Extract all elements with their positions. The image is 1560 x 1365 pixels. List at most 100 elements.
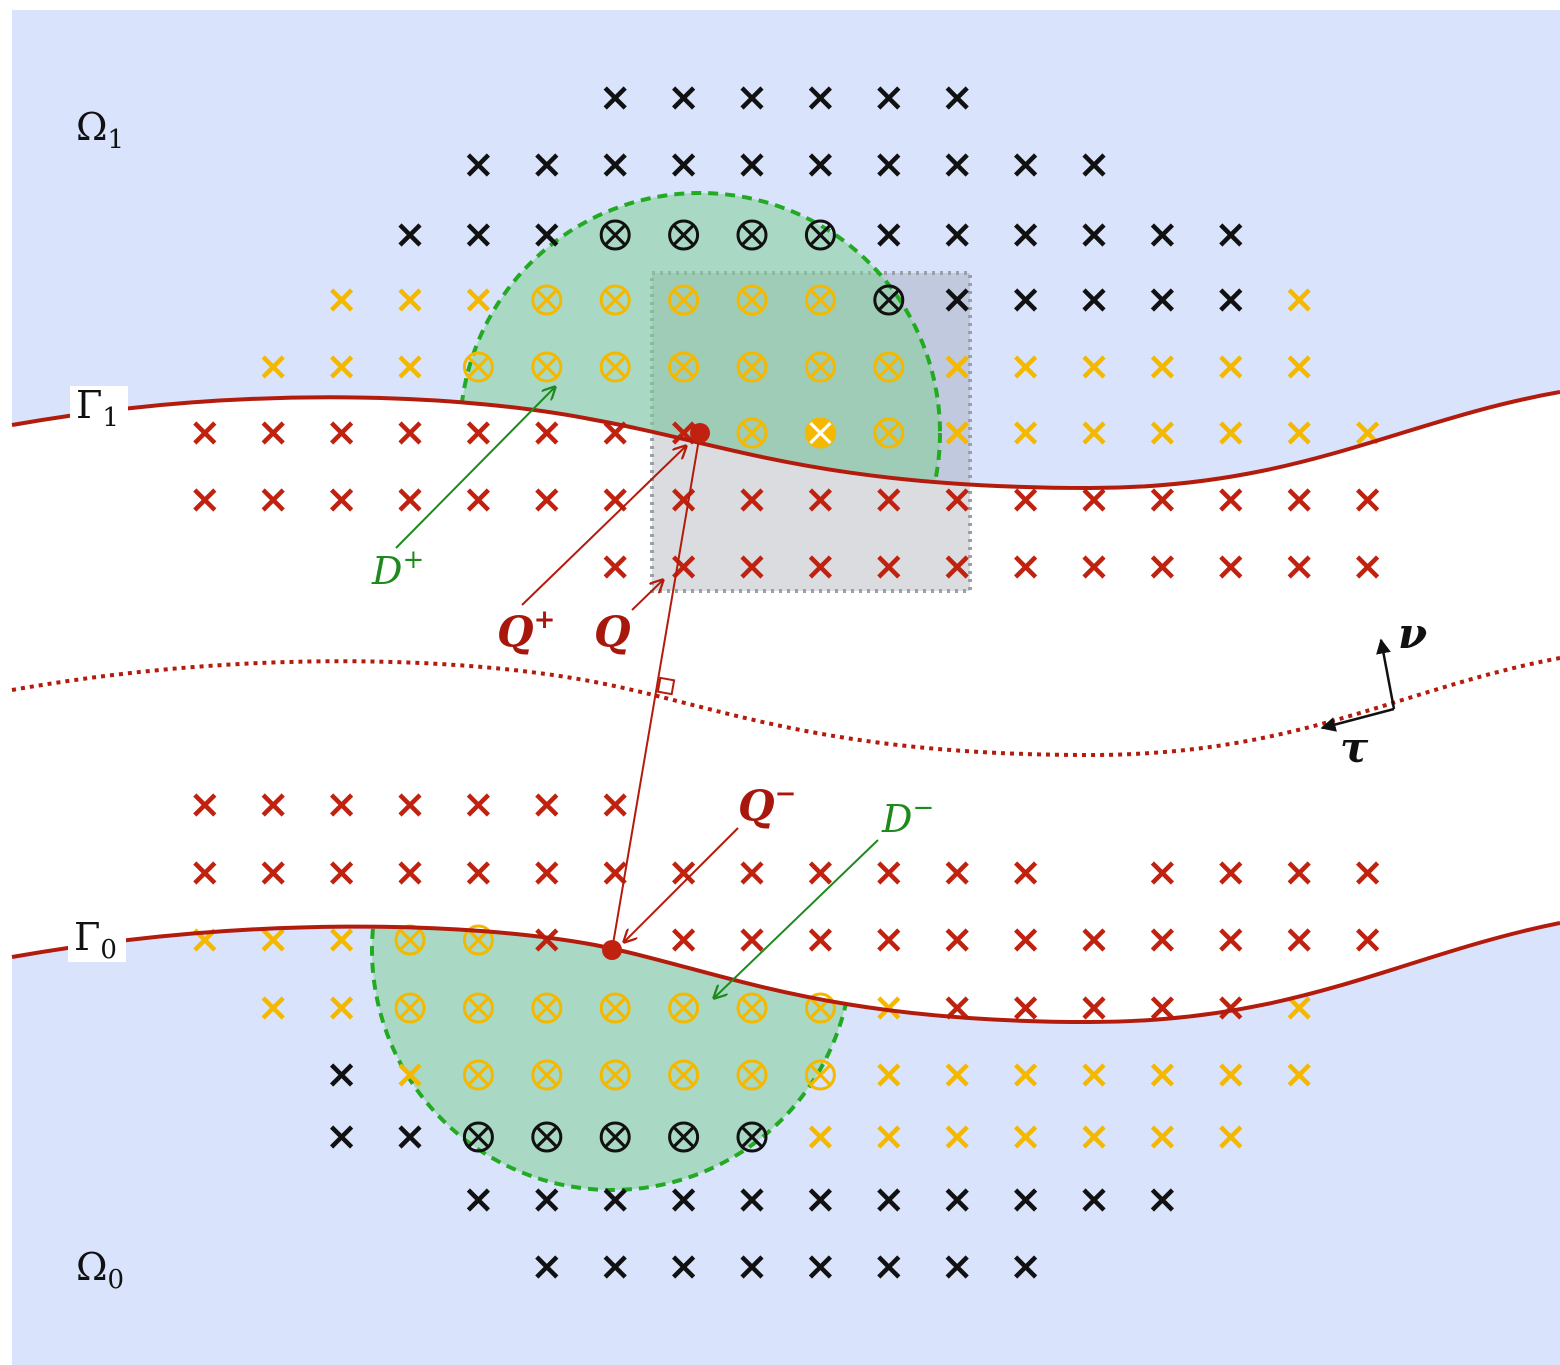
marker-cross-stroke xyxy=(945,1125,969,1149)
grid-node-cross xyxy=(1082,355,1106,379)
marker-cross-stroke xyxy=(945,1188,969,1212)
marker-cross-stroke xyxy=(1082,223,1106,247)
marker-ring xyxy=(873,417,905,449)
marker-cross-stroke xyxy=(1219,288,1243,312)
marker-cross-stroke xyxy=(877,861,901,885)
marker-cross-stroke xyxy=(1287,555,1311,579)
marker-cross-stroke xyxy=(1150,421,1174,445)
grid-node-cross xyxy=(261,996,285,1020)
grid-node-cross xyxy=(398,861,422,885)
grid-node-cross xyxy=(672,153,696,177)
grid-node-cross xyxy=(261,861,285,885)
marker-cross-stroke xyxy=(877,355,900,379)
grid-node-circled xyxy=(736,1121,768,1153)
normal-segment xyxy=(611,432,701,951)
marker-ring xyxy=(599,1059,631,1091)
marker-ring xyxy=(531,284,563,316)
grid-node-cross xyxy=(877,223,901,247)
interface-gamma0 xyxy=(11,921,1560,1025)
grid-node-cross xyxy=(877,1063,901,1087)
grid-node-cross xyxy=(1219,555,1243,579)
grid-node-cross xyxy=(1150,555,1174,579)
marker-cross-stroke xyxy=(398,488,422,512)
grid-node-circled xyxy=(599,351,631,383)
marker-cross-stroke xyxy=(945,555,969,579)
marker-cross-stroke xyxy=(1150,1063,1174,1087)
marker-cross-stroke xyxy=(193,421,217,445)
grid-node-cross xyxy=(740,861,764,885)
grid-node-cross xyxy=(740,1188,764,1212)
marker-ring xyxy=(668,351,700,383)
marker-cross-stroke xyxy=(261,793,285,817)
grid-node-circled xyxy=(668,284,700,316)
grid-node-cross xyxy=(398,421,422,445)
marker-cross-stroke xyxy=(1082,996,1106,1020)
marker-cross-stroke xyxy=(877,488,901,512)
marker-cross-stroke xyxy=(945,288,969,312)
marker-cross-stroke xyxy=(877,555,901,579)
marker-cross-stroke xyxy=(604,996,627,1020)
marker-cross-stroke xyxy=(467,996,490,1020)
marker-cross-stroke xyxy=(740,555,764,579)
marker-cross-stroke xyxy=(1219,555,1243,579)
grid-node-cross xyxy=(398,355,422,379)
grid-node-cross xyxy=(1287,355,1311,379)
marker-cross-stroke xyxy=(740,996,764,1020)
grid-node-cross xyxy=(877,1255,901,1279)
marker-cross-stroke xyxy=(877,1063,901,1087)
grid-node-cross xyxy=(877,928,901,952)
grid-node-cross xyxy=(603,793,627,817)
marker-ring xyxy=(531,1121,563,1153)
marker-cross-stroke xyxy=(398,1125,422,1149)
marker-cross-stroke xyxy=(672,1188,696,1212)
marker-cross-stroke xyxy=(535,1188,559,1212)
grid-node-cross xyxy=(193,421,217,445)
grid-node-cross xyxy=(877,861,901,885)
marker-cross-stroke xyxy=(672,1063,695,1087)
marker-cross-stroke xyxy=(1014,1063,1038,1087)
right-angle-mark xyxy=(656,676,676,696)
grid-node-cross xyxy=(945,861,969,885)
grid-node-cross xyxy=(945,153,969,177)
marker-ring xyxy=(394,992,426,1024)
grid-node-cross xyxy=(193,488,217,512)
marker-cross-stroke xyxy=(466,153,490,177)
grid-node-cross xyxy=(808,488,832,512)
marker-ring xyxy=(462,924,494,956)
marker-cross-stroke xyxy=(1014,421,1038,445)
marker-ring xyxy=(804,284,836,316)
grid-node-cross xyxy=(1014,355,1038,379)
marker-cross-stroke xyxy=(1150,996,1174,1020)
marker-cross-stroke xyxy=(877,223,901,247)
marker-cross-stroke xyxy=(261,355,285,379)
marker-cross-stroke xyxy=(1014,861,1038,885)
grid-node-cross xyxy=(1014,488,1038,512)
label-omega0: Ω0 xyxy=(76,1245,124,1295)
grid-node-cross xyxy=(261,488,285,512)
grid-node-cross xyxy=(1219,488,1243,512)
marker-ring xyxy=(462,992,494,1024)
marker-cross-stroke xyxy=(1219,488,1243,512)
label-omega1: Ω1 xyxy=(76,105,124,155)
grid-node-cross xyxy=(877,996,901,1020)
marker-cross-stroke xyxy=(1014,223,1038,247)
grid-node-cross xyxy=(1014,223,1038,247)
grid-node-cross xyxy=(603,555,627,579)
marker-cross-stroke xyxy=(672,355,695,379)
marker-cross-stroke xyxy=(330,996,354,1020)
marker-ring xyxy=(736,992,768,1024)
marker-cross-stroke xyxy=(672,996,695,1020)
grid-node-cross xyxy=(1014,288,1038,312)
grid-node-cross xyxy=(1082,1125,1106,1149)
grid-node-cross xyxy=(261,928,285,952)
grid-node-cross xyxy=(877,555,901,579)
grid-node-cross xyxy=(740,488,764,512)
marker-cross-stroke xyxy=(261,421,285,445)
grid-node-cross xyxy=(877,488,901,512)
d-plus-arrow xyxy=(395,387,555,549)
grid-node-cross xyxy=(1219,1063,1243,1087)
grid-node-circled xyxy=(531,351,563,383)
marker-cross-stroke xyxy=(330,928,354,952)
grid-node-circled xyxy=(531,284,563,316)
label-gamma1-backdrop xyxy=(70,386,128,430)
